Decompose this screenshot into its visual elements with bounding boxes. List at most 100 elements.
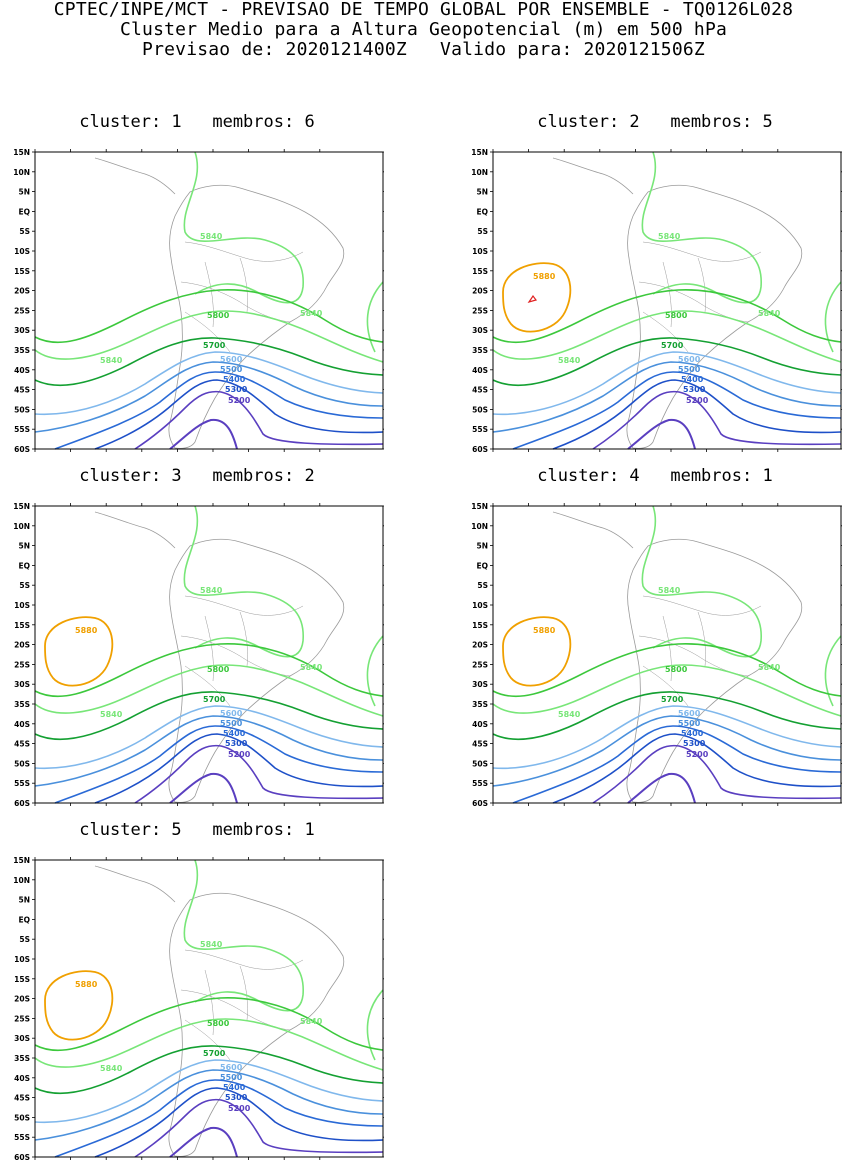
longitude-axis: 100W90W80W70W60W50W40W30W20W xyxy=(492,149,779,452)
lat-tick-label: 5N xyxy=(19,188,31,197)
contour-5840 xyxy=(366,281,384,353)
contour-5800 xyxy=(34,289,384,344)
country-border xyxy=(184,241,304,262)
contour-label-5800: 5800 xyxy=(207,1019,230,1028)
country-border xyxy=(662,615,672,682)
lat-tick-label: 25S xyxy=(472,306,488,315)
lat-tick-label: 50S xyxy=(14,759,30,768)
contour-label-5840: 5840 xyxy=(558,710,581,719)
coastline-layer xyxy=(552,511,803,803)
contour-label-5400: 5400 xyxy=(681,729,704,738)
contour-5400 xyxy=(512,371,842,450)
lat-tick-label: 25S xyxy=(472,660,488,669)
lat-tick-label: 10N xyxy=(13,876,30,885)
contour-5300 xyxy=(552,733,842,804)
contour-5200 xyxy=(592,390,842,450)
lat-tick-label: 50S xyxy=(472,405,488,414)
coastline-layer xyxy=(94,511,345,803)
country-border xyxy=(184,1019,231,1061)
country-border xyxy=(180,989,291,1031)
lat-tick-label: 15S xyxy=(472,267,488,276)
contour-label-5600: 5600 xyxy=(220,1063,243,1072)
contour-5300 xyxy=(94,733,384,804)
central-america-coastline xyxy=(552,511,634,549)
contour-5200 xyxy=(169,418,238,450)
panel-title: cluster: 1 membros: 6 xyxy=(79,112,315,132)
header-line-2: Cluster Medio para a Altura Geopotencial… xyxy=(119,19,728,40)
contour-label-5840: 5840 xyxy=(558,356,581,365)
contour-label-5500: 5500 xyxy=(220,365,243,374)
panel-title: cluster: 5 membros: 1 xyxy=(79,820,315,840)
lat-tick-label: 5S xyxy=(477,227,488,236)
contour-label-5840: 5840 xyxy=(300,1017,323,1026)
contour-label-5840: 5840 xyxy=(300,663,323,672)
lat-tick-label: 10N xyxy=(13,168,30,177)
country-border xyxy=(662,261,672,328)
lat-tick-label: 45S xyxy=(14,386,30,395)
south-america-coastline xyxy=(626,184,803,449)
contour-layer xyxy=(34,151,384,450)
lat-tick-label: 40S xyxy=(472,720,488,729)
contour-5400 xyxy=(54,1079,384,1158)
central-america-coastline xyxy=(94,157,176,195)
contour-5500 xyxy=(34,715,384,787)
contour-label-5700: 5700 xyxy=(203,1049,226,1058)
contour-label-5840: 5840 xyxy=(200,940,223,949)
south-america-coastline xyxy=(168,538,345,803)
lat-tick-label: 50S xyxy=(472,759,488,768)
contour-label-5800: 5800 xyxy=(207,665,230,674)
coastline-layer xyxy=(94,865,345,1157)
contour-label-5500: 5500 xyxy=(678,365,701,374)
contour-5840 xyxy=(824,281,842,353)
contour-label-5200: 5200 xyxy=(228,750,251,759)
lat-tick-label: 15N xyxy=(471,502,488,511)
contour-5600 xyxy=(492,351,842,416)
contour-5700 xyxy=(34,337,384,386)
lat-tick-label: 20S xyxy=(14,995,30,1004)
lat-tick-label: 55S xyxy=(14,425,30,434)
contour-label-5500: 5500 xyxy=(220,719,243,728)
panel-title: cluster: 4 membros: 1 xyxy=(537,466,773,486)
contour-5300 xyxy=(552,379,842,450)
map-frame xyxy=(34,859,384,1158)
contour-5300 xyxy=(94,379,384,450)
contour-label-5400: 5400 xyxy=(223,1083,246,1092)
lat-tick-label: 55S xyxy=(14,1133,30,1142)
lat-tick-label: 35S xyxy=(472,346,488,355)
country-border xyxy=(204,615,214,682)
contour-label-5600: 5600 xyxy=(220,709,243,718)
contour-label-5700: 5700 xyxy=(203,341,226,350)
latitude-axis: 15N 10N 5N EQ 5S 10S 15S 20S 25S 30S 35S 40S 45S 50S 5… xyxy=(471,148,842,452)
map-frame xyxy=(492,505,842,804)
contour-layer xyxy=(34,505,384,804)
contour-label-5300: 5300 xyxy=(225,1093,248,1102)
contour-5840 xyxy=(183,151,304,304)
contour-5700 xyxy=(492,337,842,386)
contour-label-5880: 5880 xyxy=(75,980,98,989)
lat-tick-label: 15S xyxy=(14,267,30,276)
lat-tick-label: 15N xyxy=(13,502,30,511)
lat-tick-label: 20S xyxy=(14,641,30,650)
country-border xyxy=(184,311,231,353)
lat-tick-label: 15N xyxy=(471,148,488,157)
map-panel-cluster-1: cluster: 1 membros: 6 5840 5840 5840 5800 57… xyxy=(0,112,384,452)
coastline-layer xyxy=(94,157,345,449)
contour-5400 xyxy=(54,371,384,450)
lat-tick-label: 45S xyxy=(472,740,488,749)
contour-5840 xyxy=(492,310,842,363)
lat-tick-label: 60S xyxy=(14,799,30,806)
contour-label-5200: 5200 xyxy=(228,396,251,405)
lat-tick-label: 35S xyxy=(14,1054,30,1063)
country-border xyxy=(180,281,291,323)
lat-tick-label: EQ xyxy=(477,207,489,216)
contour-label-5600: 5600 xyxy=(678,709,701,718)
country-border xyxy=(184,665,231,707)
country-border xyxy=(204,261,214,328)
lat-tick-label: 45S xyxy=(14,740,30,749)
lat-tick-label: EQ xyxy=(19,561,31,570)
